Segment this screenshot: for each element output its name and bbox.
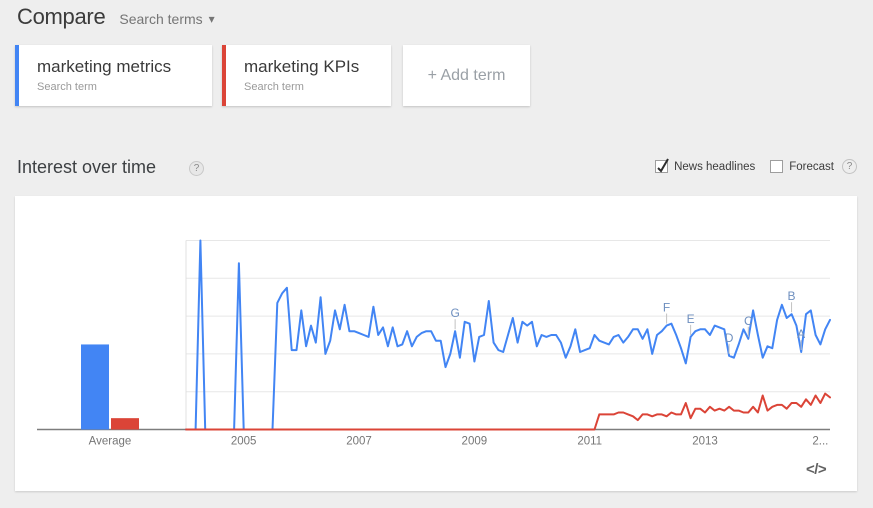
term-label: marketing metrics [37, 57, 172, 76]
embed-code-icon[interactable]: </> [806, 461, 827, 478]
news-headlines-checkbox[interactable] [655, 158, 669, 173]
svg-text:C: C [744, 314, 753, 328]
svg-text:2009: 2009 [462, 436, 488, 448]
term-card-marketing-kpis[interactable]: marketing KPIs Search term [222, 45, 391, 106]
checkmark-icon [657, 158, 669, 173]
term-type-label: Search term [244, 81, 304, 93]
page-title: Compare [17, 4, 106, 29]
section-title: Interest over time [17, 157, 157, 177]
svg-text:2...: 2... [812, 436, 828, 448]
forecast-label: Forecast [789, 160, 834, 173]
add-term-button[interactable]: + Add term [403, 45, 530, 106]
term-card-marketing-metrics[interactable]: marketing metrics Search term [15, 45, 212, 106]
svg-text:F: F [663, 301, 670, 315]
svg-text:A: A [797, 327, 805, 341]
forecast-help-icon[interactable]: ? [842, 159, 857, 174]
svg-text:2011: 2011 [577, 436, 602, 448]
svg-text:2007: 2007 [346, 436, 372, 448]
term-type-label: Search term [37, 81, 97, 93]
svg-text:G: G [450, 306, 459, 320]
interest-over-time-chart: G F E D C B A Average 2005 2007 2009 2011 2013 2... <… [15, 196, 857, 491]
chart-controls: News headlines Forecast ? [655, 158, 857, 174]
term-cards-row: marketing metrics Search term marketing … [15, 45, 530, 106]
svg-text:B: B [788, 289, 796, 303]
chart-svg: G F E DC B A Average 2005 2007 2009 2011 2013 2... [37, 239, 831, 448]
svg-text:2013: 2013 [692, 436, 718, 448]
svg-text:2005: 2005 [231, 436, 257, 448]
svg-text:E: E [687, 312, 695, 326]
search-terms-dropdown[interactable]: Search terms ▾ [119, 11, 214, 27]
svg-text:Average: Average [89, 436, 132, 448]
add-term-label: + Add term [427, 66, 506, 84]
help-icon[interactable]: ? [189, 161, 204, 176]
chevron-down-icon: ▾ [208, 12, 215, 26]
svg-text:D: D [725, 331, 734, 345]
news-headlines-label: News headlines [674, 160, 756, 173]
term-label: marketing KPIs [244, 57, 360, 76]
search-terms-dropdown-label: Search terms [119, 11, 203, 27]
page-header: Compare Search terms ▾ [17, 4, 215, 30]
forecast-checkbox[interactable] [770, 160, 784, 173]
